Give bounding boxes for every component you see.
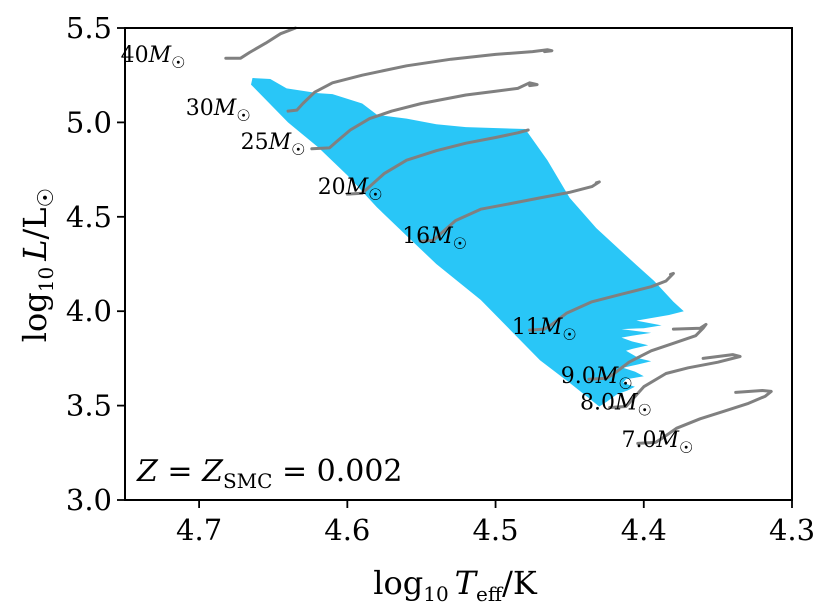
- model-region-layer: [251, 78, 684, 407]
- model-region: [251, 78, 684, 407]
- axis-ticks-layer: 4.7 4.6 4.5 4.4 4.3 3.0 3.5 4.0 4.5 5.0 5.5: [66, 11, 815, 547]
- x-tick-label: 4.3: [769, 513, 815, 547]
- track-7-0m-line: [636, 389, 773, 445]
- x-tick-label: 4.4: [621, 513, 667, 547]
- y-tick-label: 4.0: [66, 294, 112, 328]
- y-tick-label: 5.5: [66, 11, 112, 45]
- track-9-0m-line: [587, 322, 708, 381]
- x-tick-label: 4.5: [472, 513, 518, 547]
- y-axis-label: log10L/L☉: [16, 188, 59, 342]
- track-8-0m-line: [608, 353, 742, 409]
- plot-frame: [124, 27, 793, 501]
- x-axis-label: log10 Teff/K: [373, 564, 538, 606]
- x-tick-label: 4.7: [176, 513, 222, 547]
- metallicity-annotation: Z = ZSMC = 0.002: [136, 454, 403, 493]
- track-label-8-0m: 8.0M☉: [580, 390, 652, 419]
- track-label-25m: 25M☉: [241, 130, 306, 159]
- track-16m-line: [418, 180, 601, 243]
- track-label-7-0m: 7.0M☉: [622, 428, 694, 457]
- y-tick-label: 3.0: [66, 483, 112, 517]
- track-20m-line: [345, 128, 530, 196]
- track-30m-line: [286, 48, 554, 113]
- y-tick-label: 4.5: [66, 200, 112, 234]
- track-labels-layer: 40M☉30M☉ 25M☉ 20M☉ 16M☉ 11M☉ 9.0M☉8.0M☉ 7.0M☉: [121, 43, 694, 457]
- track-label-9-0m: 9.0M☉: [561, 364, 633, 393]
- track-label-16m: 16M☉: [402, 224, 467, 253]
- y-tick-label: 5.0: [66, 105, 112, 139]
- track-label-20m: 20M☉: [318, 175, 383, 204]
- axes-frame: [124, 27, 793, 501]
- track-40m-line: [224, 26, 297, 60]
- track-label-40m: 40M☉: [121, 43, 186, 72]
- track-11m-line: [528, 271, 675, 332]
- x-tick-label: 4.6: [324, 513, 370, 547]
- track-label-11m: 11M☉: [512, 315, 577, 344]
- evolutionary-tracks-layer: [224, 26, 773, 445]
- y-tick-label: 3.5: [66, 389, 112, 423]
- track-label-30m: 30M☉: [186, 96, 251, 125]
- track-25m-line: [310, 81, 539, 151]
